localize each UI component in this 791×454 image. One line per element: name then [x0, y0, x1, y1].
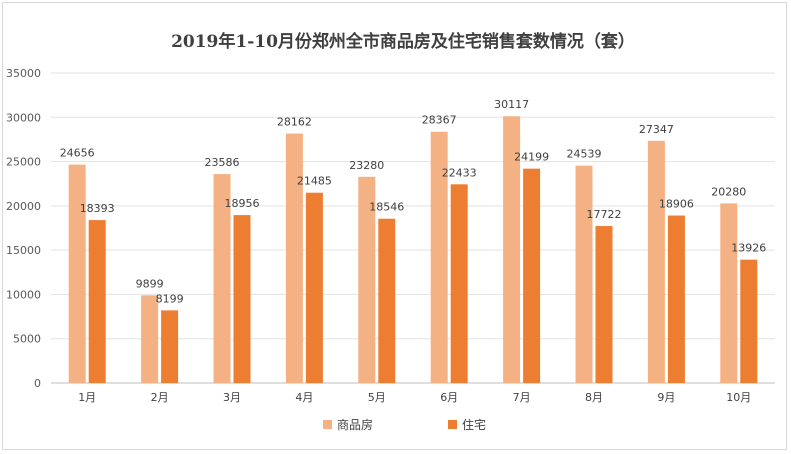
- chart-frame: 2019年1-10月份郑州全市商品房及住宅销售套数情况（套） 0 5000 1000…: [2, 2, 787, 450]
- data-label: 17722: [587, 208, 622, 221]
- data-label: 18393: [80, 202, 115, 215]
- legend-swatch: [323, 420, 332, 429]
- bar-residential: [161, 310, 179, 383]
- x-tick-label: 2月: [151, 391, 169, 404]
- data-label: 18956: [225, 197, 260, 210]
- y-tick-label: 35000: [6, 67, 41, 80]
- data-label: 28367: [422, 114, 457, 127]
- x-tick-label: 10月: [726, 391, 751, 404]
- data-label: 24656: [60, 147, 95, 160]
- data-label: 24199: [514, 151, 549, 164]
- legend: 商品房 住宅: [323, 417, 486, 432]
- data-label: 18546: [369, 201, 404, 214]
- x-axis: 1月 2月 3月 4月 5月 6月 7月 8月 9月 10月: [78, 391, 751, 404]
- gridlines: [51, 72, 775, 384]
- bar-commercial: [358, 176, 376, 383]
- y-tick-label: 30000: [6, 111, 41, 124]
- x-tick-label: 4月: [295, 391, 313, 404]
- x-tick-label: 6月: [440, 391, 458, 404]
- bar-residential: [305, 192, 323, 383]
- legend-swatch: [448, 420, 457, 429]
- chart-title: 2019年1-10月份郑州全市商品房及住宅销售套数情况（套）: [171, 31, 635, 52]
- bar-commercial: [503, 116, 521, 384]
- bar-commercial: [213, 174, 231, 383]
- bar-chart: 2019年1-10月份郑州全市商品房及住宅销售套数情况（套） 0 5000 1000…: [6, 31, 775, 432]
- bar-commercial: [575, 165, 593, 383]
- data-label: 23280: [349, 159, 384, 172]
- bar-residential: [378, 218, 396, 383]
- legend-label: 住宅: [462, 417, 486, 432]
- data-label: 8199: [156, 292, 184, 305]
- y-tick-label: 0: [34, 377, 41, 390]
- bar-residential: [667, 215, 685, 383]
- bar-commercial: [68, 164, 86, 383]
- y-tick-label: 10000: [6, 288, 41, 301]
- data-label: 22433: [442, 166, 477, 179]
- data-label: 9899: [136, 277, 164, 290]
- data-label: 13926: [731, 242, 766, 255]
- bar-residential: [523, 168, 541, 383]
- y-tick-label: 20000: [6, 200, 41, 213]
- x-tick-label: 3月: [223, 391, 241, 404]
- bar-commercial: [647, 140, 665, 383]
- data-label: 18906: [659, 198, 694, 211]
- bars: [68, 116, 758, 384]
- data-label: 27347: [639, 123, 674, 136]
- y-axis: 0 5000 10000 15000 20000 25000 30000 35000: [6, 67, 41, 390]
- data-label: 23586: [205, 156, 240, 169]
- x-tick-label: 5月: [368, 391, 386, 404]
- data-labels: 24656 18393 9899 8199 23586 18956 28162 21485 23…: [60, 98, 767, 305]
- y-tick-label: 15000: [6, 244, 41, 257]
- bar-residential: [233, 215, 251, 383]
- y-tick-label: 25000: [6, 156, 41, 169]
- x-tick-label: 8月: [585, 391, 603, 404]
- bar-commercial: [285, 133, 303, 383]
- bar-commercial: [141, 295, 159, 383]
- legend-label: 商品房: [337, 417, 373, 432]
- bar-residential: [88, 220, 106, 383]
- data-label: 20280: [711, 185, 746, 198]
- x-tick-label: 7月: [513, 391, 531, 404]
- data-label: 21485: [297, 175, 332, 188]
- bar-residential: [740, 259, 758, 383]
- bar-residential: [595, 226, 613, 383]
- x-tick-label: 9月: [657, 391, 675, 404]
- data-label: 30117: [494, 98, 529, 111]
- bar-commercial: [430, 131, 448, 383]
- bar-residential: [450, 184, 468, 383]
- x-tick-label: 1月: [78, 391, 96, 404]
- data-label: 24539: [567, 148, 602, 161]
- bar-commercial: [720, 203, 738, 383]
- y-tick-label: 5000: [13, 333, 41, 346]
- data-label: 28162: [277, 116, 312, 129]
